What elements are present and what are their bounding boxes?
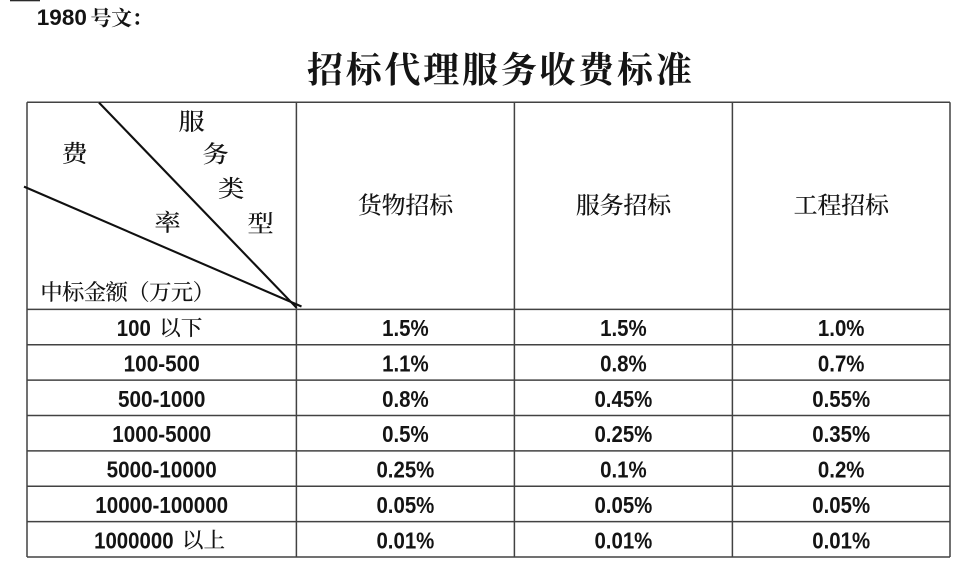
- svg-text:0.05%: 0.05%: [594, 492, 652, 518]
- svg-text:10000-100000: 10000-100000: [95, 492, 228, 518]
- svg-text:500-1000: 500-1000: [118, 386, 206, 412]
- svg-text:5000-10000: 5000-10000: [107, 457, 217, 483]
- svg-text:0.55%: 0.55%: [812, 386, 870, 412]
- svg-text:0.5%: 0.5%: [382, 421, 429, 447]
- svg-text:0.7%: 0.7%: [818, 351, 865, 377]
- svg-text:1000000: 1000000: [94, 527, 174, 553]
- svg-text:1.0%: 1.0%: [818, 315, 865, 341]
- svg-text:0.8%: 0.8%: [600, 351, 647, 377]
- svg-text:0.01%: 0.01%: [594, 527, 652, 553]
- svg-text:0.8%: 0.8%: [382, 386, 429, 412]
- svg-text:0.35%: 0.35%: [812, 421, 870, 447]
- svg-text:0.1%: 0.1%: [600, 457, 647, 483]
- svg-text:1.1%: 1.1%: [382, 351, 429, 377]
- svg-text:0.01%: 0.01%: [812, 527, 870, 553]
- svg-text:0.05%: 0.05%: [376, 492, 434, 518]
- svg-text:1.5%: 1.5%: [600, 315, 647, 341]
- svg-text:100-500: 100-500: [124, 351, 200, 377]
- svg-text:1000-5000: 1000-5000: [112, 421, 211, 447]
- svg-text:0.01%: 0.01%: [376, 527, 434, 553]
- svg-text:0.45%: 0.45%: [594, 386, 652, 412]
- svg-text:0.2%: 0.2%: [818, 457, 865, 483]
- svg-text:0.05%: 0.05%: [812, 492, 870, 518]
- svg-text:100: 100: [117, 315, 151, 341]
- svg-text:0.25%: 0.25%: [594, 421, 652, 447]
- svg-text:0.25%: 0.25%: [376, 457, 434, 483]
- svg-text:1980: 1980: [37, 5, 87, 30]
- svg-text:1.5%: 1.5%: [382, 315, 429, 341]
